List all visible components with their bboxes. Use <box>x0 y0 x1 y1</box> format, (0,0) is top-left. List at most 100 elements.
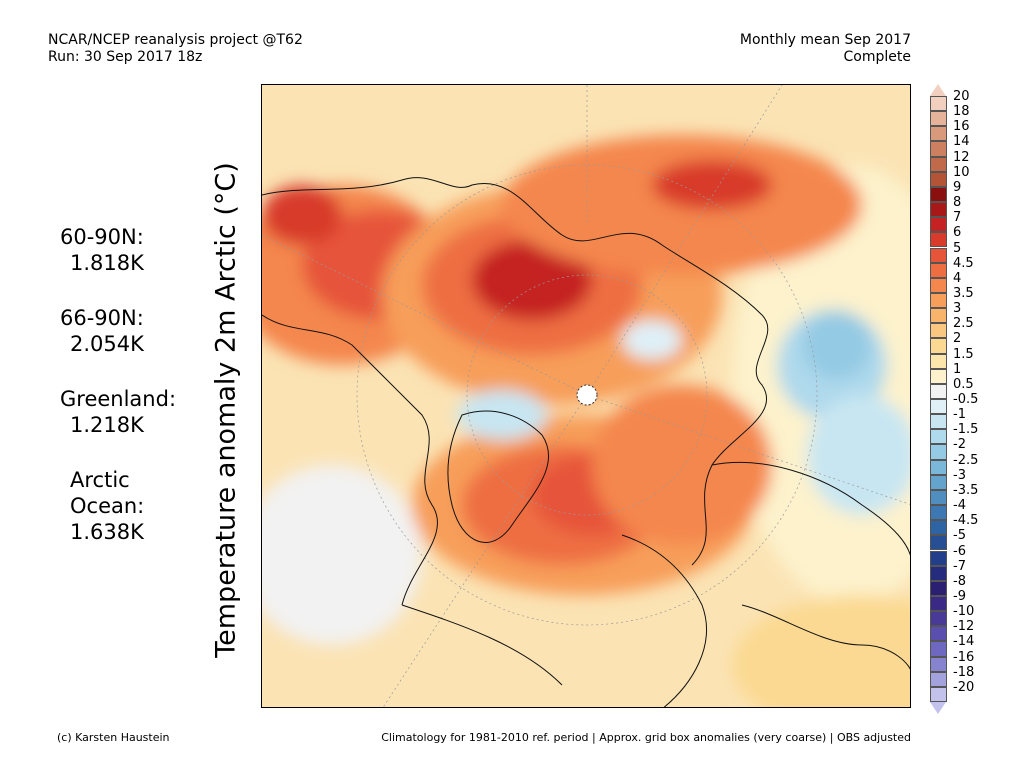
colorbar-label: -1.5 <box>953 422 979 438</box>
colorbar-cell <box>930 489 947 506</box>
stat-60-90n: 60-90N: 1.818K <box>60 224 144 276</box>
colorbar-cell <box>930 277 947 293</box>
colorbar-cell <box>930 535 947 551</box>
anomaly-field <box>262 135 910 707</box>
project-title: NCAR/NCEP reanalysis project @T62 <box>48 32 303 48</box>
colorbar <box>930 84 947 714</box>
period-title: Monthly mean Sep 2017 <box>739 32 911 48</box>
footer-credit: (c) Karsten Haustein <box>57 731 170 744</box>
header-left: NCAR/NCEP reanalysis project @T62 Run: 3… <box>48 32 303 66</box>
colorbar-cell <box>930 368 947 384</box>
colorbar-label: -8 <box>953 573 966 589</box>
colorbar-cell <box>930 156 947 172</box>
stat-arctic-ocean: Arctic Ocean: 1.638K <box>70 467 144 545</box>
colorbar-label: 0.5 <box>953 376 974 392</box>
colorbar-label: 9 <box>953 179 962 195</box>
colorbar-cell <box>930 262 947 278</box>
colorbar-cell <box>930 641 947 657</box>
colorbar-cell <box>930 505 947 521</box>
colorbar-label: 4 <box>953 270 962 286</box>
colorbar-label: -4.5 <box>953 513 979 529</box>
colorbar-cell <box>930 292 947 309</box>
colorbar-label: -7 <box>953 558 966 574</box>
colorbar-cell <box>930 611 947 627</box>
colorbar-cell <box>930 308 947 324</box>
stat-label: 66-90N: <box>60 306 144 330</box>
colorbar-cell <box>930 232 947 248</box>
colorbar-label: 20 <box>953 89 970 104</box>
colorbar-cell <box>930 247 947 263</box>
colorbar-label: -0.5 <box>953 392 979 407</box>
stat-label: Arctic <box>70 468 130 492</box>
colorbar-cell <box>930 202 947 218</box>
colorbar-label: -14 <box>953 634 975 650</box>
colorbar-cell <box>930 474 947 490</box>
colorbar-label: 16 <box>953 119 970 135</box>
colorbar-cell <box>930 383 947 399</box>
colorbar-label: 3.5 <box>953 285 974 301</box>
colorbar-label: 18 <box>953 104 970 120</box>
anomaly-map-svg <box>262 85 910 707</box>
colorbar-cell <box>930 96 947 112</box>
colorbar-arrow-down <box>930 702 946 714</box>
stat-value: 1.218K <box>70 413 144 437</box>
stat-66-90n: 66-90N: 2.054K <box>60 305 144 357</box>
colorbar-cell <box>930 686 947 702</box>
colorbar-label: 2 <box>953 331 962 347</box>
colorbar-label: -6 <box>953 543 966 559</box>
colorbar-label: -3 <box>953 467 966 483</box>
colorbar-label: -9 <box>953 588 966 604</box>
colorbar-label: 5 <box>953 240 962 256</box>
map-ylabel: Temperature anomaly 2m Arctic (°C) <box>210 162 242 658</box>
colorbar-label: -18 <box>953 664 975 680</box>
footer-note: Climatology for 1981-2010 ref. period | … <box>381 731 911 744</box>
stat-value: 1.638K <box>70 520 144 544</box>
run-time: Run: 30 Sep 2017 18z <box>48 49 203 65</box>
colorbar-cell <box>930 111 947 127</box>
colorbar-cell <box>930 444 947 460</box>
stat-label-2: Ocean: <box>70 494 145 518</box>
colorbar-label: 3 <box>953 301 962 317</box>
colorbar-label: -20 <box>953 679 975 695</box>
stat-greenland: Greenland: 1.218K <box>60 386 176 438</box>
colorbar-label: -12 <box>953 619 975 635</box>
colorbar-arrow-up <box>930 84 946 96</box>
anomaly-map <box>261 84 911 708</box>
colorbar-cell <box>930 520 947 536</box>
colorbar-cell <box>930 565 947 581</box>
colorbar-cell <box>930 459 947 475</box>
colorbar-label: -2 <box>953 437 966 453</box>
colorbar-label: -10 <box>953 604 975 620</box>
colorbar-cell <box>930 414 947 430</box>
colorbar-cell <box>930 141 947 157</box>
colorbar-label: 14 <box>953 134 970 150</box>
colorbar-cell <box>930 399 947 415</box>
colorbar-cell <box>930 323 947 339</box>
colorbar-label: 12 <box>953 149 970 165</box>
colorbar-label: -1 <box>953 407 966 423</box>
colorbar-label: 8 <box>953 195 962 211</box>
colorbar-cell <box>930 580 947 596</box>
colorbar-label: -16 <box>953 649 975 665</box>
colorbar-label: 10 <box>953 164 970 180</box>
colorbar-label: 1 <box>953 361 962 377</box>
grid-lines <box>262 85 910 707</box>
colorbar-cell <box>930 171 947 187</box>
colorbar-label: -2.5 <box>953 452 979 468</box>
status-text: Complete <box>843 49 911 65</box>
stat-label: 60-90N: <box>60 225 144 249</box>
colorbar-label: -3.5 <box>953 482 979 498</box>
stat-value: 2.054K <box>70 332 144 356</box>
colorbar-cell <box>930 353 947 369</box>
stat-value: 1.818K <box>70 251 144 275</box>
colorbar-cell <box>930 186 947 203</box>
colorbar-cell <box>930 671 947 687</box>
colorbar-label: 7 <box>953 210 962 226</box>
coastlines <box>262 177 910 707</box>
colorbar-cell <box>930 595 947 612</box>
colorbar-cell <box>930 550 947 566</box>
colorbar-cell <box>930 217 947 233</box>
colorbar-label: 2.5 <box>953 316 974 332</box>
colorbar-cell <box>930 338 947 354</box>
colorbar-cell <box>930 626 947 642</box>
